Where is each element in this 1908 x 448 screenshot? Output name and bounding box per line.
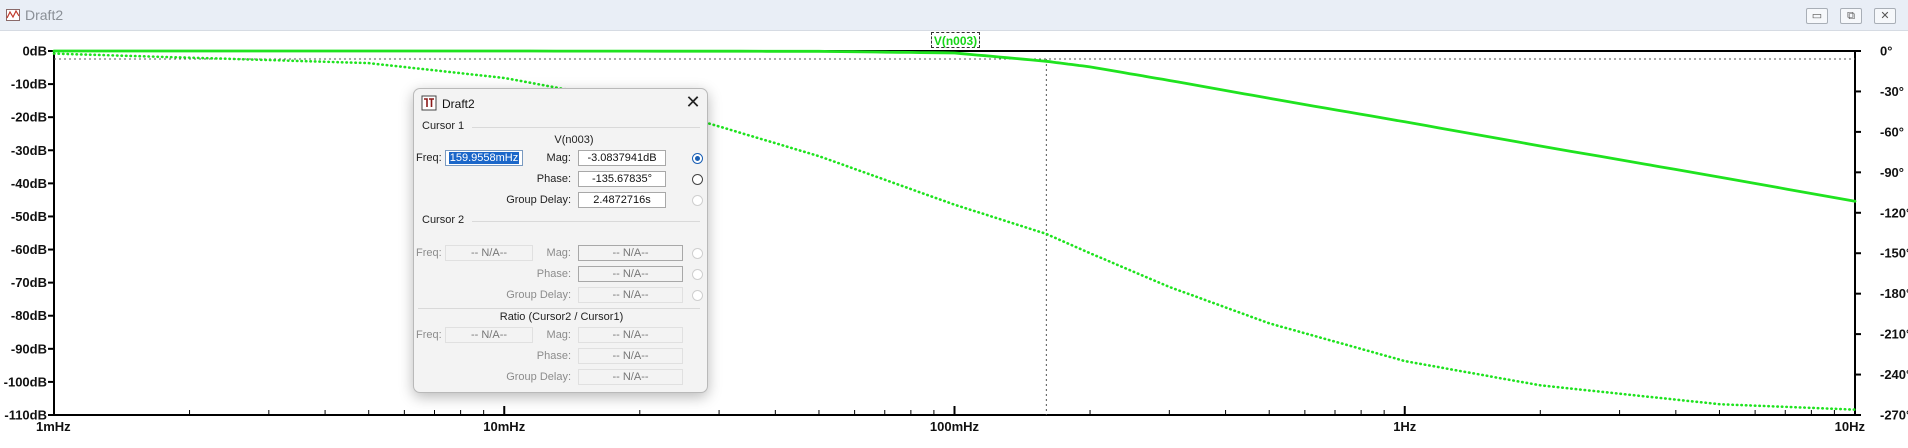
cursor2-group-delay-label: Group Delay:	[506, 289, 571, 301]
cursor2-freq-field[interactable]: -- N/A--	[445, 245, 533, 261]
ratio-mag-field: -- N/A--	[578, 327, 683, 343]
ltspice-waveform-icon	[6, 9, 20, 21]
cursor1-freq-value: 159.9558mHz	[448, 152, 520, 164]
cursor2-phase-label: Phase:	[536, 268, 571, 280]
cursor1-phase-label: Phase:	[536, 173, 571, 185]
ratio-freq-field: -- N/A--	[445, 327, 533, 343]
cursor2-mag-radio[interactable]	[692, 248, 703, 259]
ratio-phase-label: Phase:	[536, 350, 571, 362]
y-right-tick-label: -60°	[1880, 124, 1904, 139]
y-left-tick-label: -90dB	[11, 341, 47, 356]
cursor1-separator	[472, 127, 700, 128]
magnitude-trace	[52, 49, 1857, 203]
minimize-button[interactable]: ▭	[1806, 8, 1828, 24]
cursor1-group-delay-field[interactable]: 2.4872716s	[578, 192, 666, 208]
y-left-tick-label: -80dB	[11, 308, 47, 323]
y-right-tick-label: -240°	[1880, 367, 1908, 382]
window-title: Draft2	[25, 7, 64, 23]
cursor-dialog: Draft2 ✕ Cursor 1 V(n003) Freq: 159.9558…	[413, 88, 708, 393]
cursor1-trace-name: V(n003)	[554, 134, 594, 146]
cursor1-phase-radio[interactable]	[692, 174, 703, 185]
y-right-tick-label: -90°	[1880, 165, 1904, 180]
cursor2-group-label: Cursor 2	[422, 214, 465, 226]
cursor2-mag-field[interactable]: -- N/A--	[578, 245, 683, 261]
x-tick-label: 1mHz	[36, 419, 71, 434]
trace-label-vn003[interactable]: V(n003)	[931, 32, 980, 48]
cursor2-group-delay-radio[interactable]	[692, 290, 703, 301]
cursor1-mag-radio[interactable]	[692, 153, 703, 164]
dialog-title: Draft2	[442, 97, 475, 111]
y-left-tick-label: -10dB	[11, 77, 47, 92]
dialog-close-button[interactable]: ✕	[685, 92, 701, 112]
y-right-tick-label: -120°	[1880, 205, 1908, 220]
cursor1-mag-label: Mag:	[546, 152, 571, 164]
bode-plot[interactable]: 0dB -10dB -20dB -30dB -40dB -50dB -60dB -70dB -8…	[0, 31, 1908, 448]
y-right-tick-label: -150°	[1880, 246, 1908, 261]
window-titlebar: Draft2 ▭ ⧉ ✕	[0, 0, 1908, 31]
y-right-tick-label: -270°	[1880, 408, 1908, 423]
plot-frame	[53, 50, 1856, 416]
ratio-mag-label: Mag:	[546, 329, 571, 341]
ratio-group-delay-field: -- N/A--	[578, 369, 683, 385]
cursor2-separator	[472, 221, 700, 222]
cursor2-phase-field[interactable]: -- N/A--	[578, 266, 683, 282]
cursor1-mag-field[interactable]: -3.0837941dB	[578, 150, 666, 166]
x-tick-label: 1Hz	[1393, 419, 1417, 434]
cursor2-phase-radio[interactable]	[692, 269, 703, 280]
x-tick-label: 100mHz	[930, 419, 980, 434]
phase-trace	[52, 52, 1857, 411]
cursor2-group-delay-field[interactable]: -- N/A--	[578, 287, 683, 303]
ratio-freq-label: Freq:	[416, 329, 442, 341]
y-left-tick-label: -60dB	[11, 242, 47, 257]
x-tick-label: 10mHz	[483, 419, 525, 434]
restore-button[interactable]: ⧉	[1840, 8, 1862, 24]
ltspice-app-icon	[421, 95, 437, 111]
cursor1-freq-field[interactable]: 159.9558mHz	[445, 150, 523, 166]
y-left-tick-label: -70dB	[11, 275, 47, 290]
cursor2-freq-label: Freq:	[416, 247, 442, 259]
y-right-tick-label: 0°	[1880, 44, 1892, 59]
x-tick-label: 10Hz	[1835, 419, 1866, 434]
ratio-group-delay-label: Group Delay:	[506, 371, 571, 383]
y-right-tick-label: -180°	[1880, 286, 1908, 301]
y-left-tick-label: -20dB	[11, 110, 47, 125]
y-left-tick-label: 0dB	[22, 44, 47, 59]
cursor2-mag-label: Mag:	[546, 247, 571, 259]
cursor1-phase-field[interactable]: -135.67835°	[578, 171, 666, 187]
cursor1-freq-label: Freq:	[416, 152, 442, 164]
ratio-group-label: Ratio (Cursor2 / Cursor1)	[499, 311, 624, 323]
ratio-separator	[418, 308, 700, 309]
y-left-tick-label: -100dB	[4, 374, 47, 389]
close-window-button[interactable]: ✕	[1874, 8, 1896, 24]
y-left-tick-label: -30dB	[11, 143, 47, 158]
y-right-tick-label: -210°	[1880, 327, 1908, 342]
ratio-phase-field: -- N/A--	[578, 348, 683, 364]
y-right-tick-label: -30°	[1880, 84, 1904, 99]
cursor1-group-delay-label: Group Delay:	[506, 194, 571, 206]
cursor1-group-delay-radio[interactable]	[692, 195, 703, 206]
y-left-tick-label: -50dB	[11, 209, 47, 224]
y-left-tick-label: -110dB	[4, 408, 47, 423]
y-left-tick-label: -40dB	[11, 176, 47, 191]
cursor1-group-label: Cursor 1	[422, 120, 465, 132]
bode-plot-pane[interactable]: 0dB -10dB -20dB -30dB -40dB -50dB -60dB -70dB -8…	[0, 31, 1908, 448]
